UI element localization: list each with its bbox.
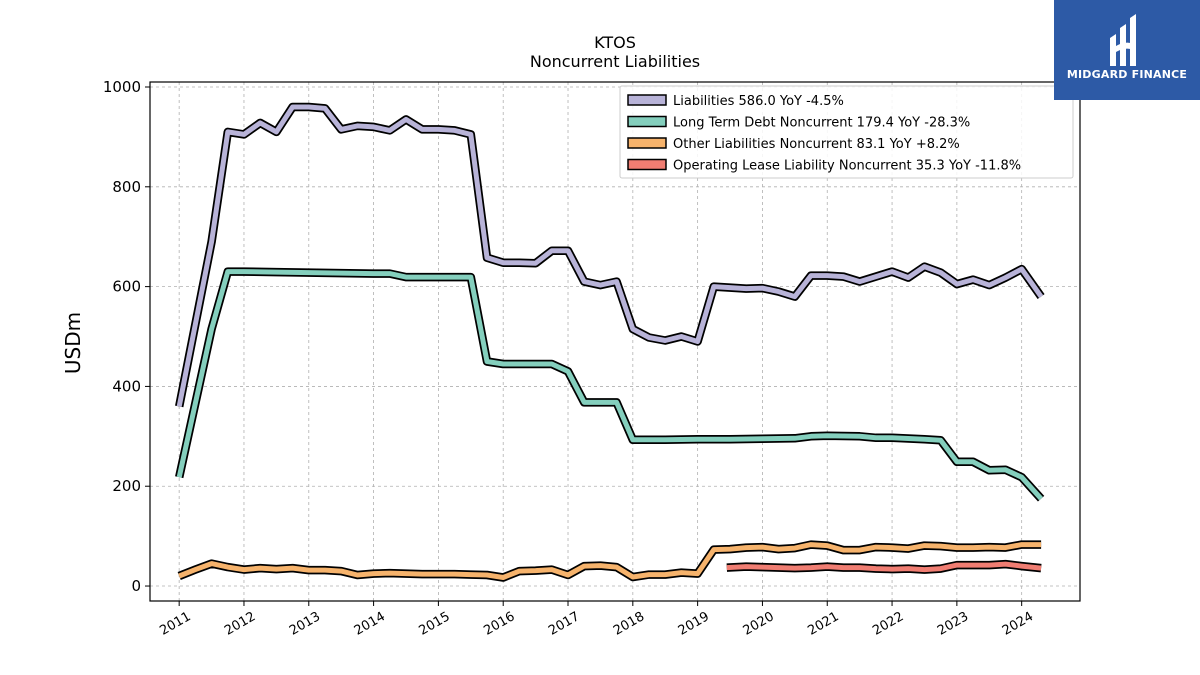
- y-tick-label: 1000: [103, 78, 141, 96]
- x-tick-label: 2024: [1000, 609, 1036, 639]
- midgard-logo-icon: [1054, 0, 1200, 100]
- x-tick-label: 2023: [935, 609, 971, 639]
- legend-label: Other Liabilities Noncurrent 83.1 YoY +8…: [673, 137, 960, 152]
- series-line: [176, 104, 1044, 407]
- y-tick-label: 800: [112, 178, 141, 196]
- x-tick-label: 2012: [222, 609, 258, 639]
- legend-item: Other Liabilities Noncurrent 83.1 YoY +8…: [627, 137, 960, 152]
- x-tick-label: 2015: [417, 609, 453, 639]
- x-tick-label: 2014: [352, 609, 388, 639]
- legend-box: [619, 85, 1074, 179]
- series-line: [176, 269, 1043, 501]
- logo-stroke-right: [1130, 14, 1136, 66]
- chart-title: KTOS: [594, 33, 636, 52]
- x-tick-label: 2013: [287, 609, 323, 639]
- legend-label: Long Term Debt Noncurrent 179.4 YoY -28.…: [673, 116, 970, 131]
- legend-item: Liabilities 586.0 YoY -4.5%: [627, 94, 844, 109]
- x-tick-label: 2022: [870, 609, 906, 639]
- logo-crossbar: [1113, 42, 1134, 54]
- y-tick-label: 200: [112, 477, 141, 495]
- x-axis: 2011 2012 2013 2014 2015 2016 2017 2018 2019 2020…: [157, 601, 1036, 639]
- series-layer: [175, 102, 1045, 582]
- legend-item: Long Term Debt Noncurrent 179.4 YoY -28.…: [627, 115, 970, 131]
- brand-logo: MIDGARD FINANCE: [1054, 0, 1200, 100]
- series-operating-lease: [726, 559, 1042, 574]
- x-tick-label: 2021: [805, 609, 841, 639]
- legend: Liabilities 586.0 YoY -4.5% Long Term Deb…: [619, 85, 1074, 179]
- legend-label: Operating Lease Liability Noncurrent 35.…: [673, 159, 1021, 174]
- legend-item: Operating Lease Liability Noncurrent 35.…: [627, 158, 1021, 174]
- x-tick-label: 2016: [481, 609, 517, 639]
- plot-frame: [149, 81, 1081, 602]
- logo-background: [1054, 0, 1200, 100]
- logo-wordmark: MIDGARD FINANCE: [1066, 68, 1188, 81]
- y-axis-label: USDm: [61, 312, 85, 374]
- legend-swatch: [627, 137, 667, 149]
- legend-label: Liabilities 586.0 YoY -4.5%: [673, 94, 844, 109]
- x-tick-label: 2019: [676, 609, 712, 639]
- y-axis: 0 200 400 600 800 1000: [103, 78, 150, 595]
- legend-swatch: [627, 115, 667, 128]
- x-tick-label: 2017: [546, 609, 582, 639]
- series-long-term-debt: [175, 267, 1045, 502]
- x-tick-label: 2011: [157, 609, 193, 639]
- series-line: [726, 561, 1042, 573]
- x-tick-label: 2018: [611, 609, 647, 639]
- chart-subtitle: Noncurrent Liabilities: [530, 52, 700, 71]
- y-tick-label: 0: [131, 577, 141, 595]
- legend-swatch: [627, 94, 667, 106]
- legend-swatch: [627, 158, 667, 171]
- series-liabilities: [175, 102, 1045, 408]
- y-tick-label: 400: [112, 377, 141, 395]
- x-tick-label: 2020: [741, 609, 777, 639]
- series-other-liabilities: [177, 540, 1042, 582]
- series-line: [178, 542, 1042, 580]
- y-tick-label: 600: [112, 278, 141, 296]
